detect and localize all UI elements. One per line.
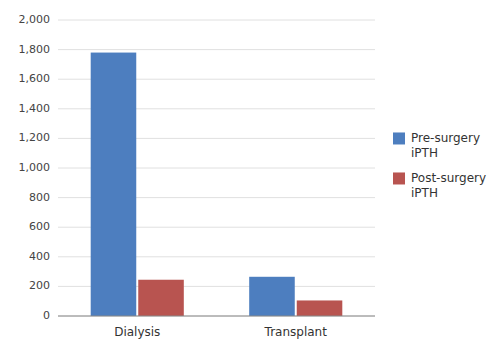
- bar: [249, 277, 295, 316]
- bars: [91, 53, 343, 316]
- legend-label: Pre-surgeryiPTH: [411, 131, 480, 160]
- legend-label-line: iPTH: [411, 146, 438, 160]
- x-axis-line: [58, 316, 375, 317]
- y-tick-label: 1,800: [19, 43, 51, 56]
- legend-swatch: [393, 132, 405, 144]
- legend-label: Post-surgeryiPTH: [411, 171, 486, 200]
- grid-line: [58, 316, 375, 317]
- x-axis: Dialysis Transplant: [114, 325, 327, 339]
- y-tick-label: 1,200: [19, 131, 51, 144]
- y-tick-label: 400: [29, 250, 50, 263]
- y-tick-label: 1,000: [19, 161, 51, 174]
- legend-label-line: iPTH: [411, 186, 438, 200]
- y-tick-label: 1,600: [19, 72, 51, 85]
- y-tick-label: 200: [29, 279, 50, 292]
- y-tick-label: 800: [29, 191, 50, 204]
- legend-label-line: Post-surgery: [411, 171, 486, 185]
- y-axis: 0 200 400 600 800 1,000 1,200 1,400 1,600 1,800 2,…: [19, 13, 376, 322]
- grid-line: [58, 49, 375, 50]
- bar: [297, 300, 343, 316]
- y-tick-label: 0: [43, 309, 50, 322]
- y-tick-label: 1,400: [19, 102, 51, 115]
- chart: 0 200 400 600 800 1,000 1,200 1,400 1,600 1,800 2,…: [0, 0, 500, 350]
- grid-line: [58, 20, 375, 21]
- y-tick-label: 2,000: [19, 13, 51, 26]
- legend-swatch: [393, 172, 405, 184]
- legend-label-line: Pre-surgery: [411, 131, 480, 145]
- legend: Pre-surgeryiPTHPost-surgeryiPTH: [393, 131, 486, 200]
- bar: [138, 280, 184, 316]
- x-tick-label: Dialysis: [114, 325, 160, 339]
- y-tick-label: 600: [29, 220, 50, 233]
- bar: [91, 53, 137, 316]
- x-tick-label: Transplant: [264, 325, 328, 339]
